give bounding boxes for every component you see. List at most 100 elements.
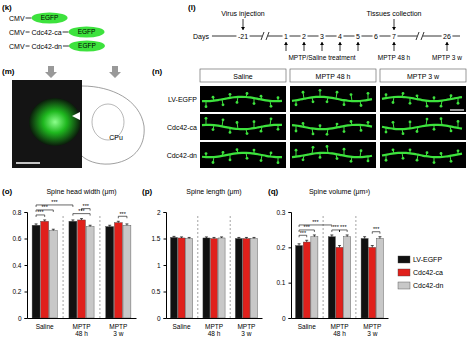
spine-head bbox=[392, 148, 395, 151]
legend-swatch bbox=[398, 269, 410, 276]
atlas-outline bbox=[82, 86, 144, 164]
bar bbox=[41, 221, 49, 318]
spine-head bbox=[253, 120, 256, 123]
insert: Cdc42-dn bbox=[32, 43, 62, 50]
plot-area bbox=[296, 235, 384, 318]
promoter: CMV bbox=[9, 29, 25, 36]
chart-0: (o)Spine head width (μm)00.20.40.60.8Sal… bbox=[2, 187, 137, 337]
day-bg bbox=[355, 32, 362, 40]
group-separator bbox=[99, 216, 100, 318]
spine-head bbox=[385, 93, 388, 96]
day: 2 bbox=[302, 33, 306, 40]
y-tick-label: 0.3 bbox=[276, 209, 285, 216]
spine-head bbox=[336, 157, 339, 160]
spine-head bbox=[326, 100, 329, 103]
spine-head bbox=[236, 121, 239, 124]
x-axis: SalineMPTP48 hMPTP3 w bbox=[28, 318, 137, 337]
spine-head bbox=[319, 124, 322, 127]
day-bg bbox=[319, 32, 326, 40]
spine-head bbox=[270, 117, 273, 120]
error-cap bbox=[378, 236, 381, 237]
error-cap bbox=[180, 236, 183, 237]
micrograph bbox=[290, 86, 376, 112]
spine-head bbox=[222, 118, 225, 121]
spine-head bbox=[246, 92, 249, 95]
x-tick-label: Saline bbox=[36, 323, 54, 330]
y-axis: 00.20.40.60.8 bbox=[12, 209, 27, 322]
error-bar bbox=[364, 237, 365, 239]
error-cap bbox=[237, 237, 240, 238]
legend: LV-EGFPCdc42-caCdc42-dn bbox=[398, 256, 443, 289]
injection-site bbox=[29, 98, 81, 146]
row-label: Cdc42-dn bbox=[167, 152, 197, 159]
spine-head bbox=[426, 118, 429, 121]
error-cap bbox=[338, 245, 341, 246]
spine-head bbox=[409, 121, 412, 124]
significance-label: *** bbox=[332, 224, 339, 230]
connector bbox=[63, 46, 69, 47]
column-header-box bbox=[290, 69, 376, 82]
bar bbox=[303, 242, 310, 318]
error-cap bbox=[213, 237, 216, 238]
spine-head bbox=[260, 130, 263, 133]
bar bbox=[114, 223, 122, 318]
day-bg bbox=[337, 32, 344, 40]
spine-head bbox=[253, 149, 256, 152]
days-label: Days bbox=[193, 33, 209, 41]
event-label: MPTP 3 w bbox=[432, 54, 462, 61]
error-cap bbox=[35, 223, 38, 224]
day: 3 bbox=[320, 33, 324, 40]
break-mark bbox=[266, 32, 269, 40]
arrowhead bbox=[109, 66, 121, 78]
day: 1 bbox=[284, 33, 288, 40]
bar bbox=[243, 239, 250, 319]
spine-head bbox=[302, 91, 305, 94]
x-tick-label: MPTP48 h bbox=[205, 323, 223, 337]
x-tick: Saline bbox=[298, 318, 316, 330]
reporter: EGFP bbox=[78, 42, 96, 49]
event-arrow-head bbox=[392, 42, 396, 45]
day-bg bbox=[373, 32, 380, 40]
spine-head bbox=[312, 100, 315, 103]
panel-label: (p) bbox=[142, 187, 153, 196]
error-bar bbox=[72, 220, 73, 221]
error-bar bbox=[254, 237, 255, 238]
spine-head bbox=[205, 117, 208, 120]
day: 5 bbox=[356, 33, 360, 40]
day-bg bbox=[442, 32, 453, 40]
break-gap bbox=[262, 32, 268, 40]
y-tick: 0.4 bbox=[12, 262, 27, 269]
x-tick-label: MPTP3 w bbox=[109, 323, 127, 337]
spine-head bbox=[236, 148, 239, 151]
micrograph bbox=[200, 114, 286, 140]
spine-head bbox=[367, 159, 370, 162]
spine-head bbox=[343, 130, 346, 133]
spine-head bbox=[319, 89, 322, 92]
micrograph bbox=[290, 114, 376, 140]
pointer bbox=[72, 112, 80, 120]
y-tick-label: 0.1 bbox=[276, 279, 285, 286]
spine-head bbox=[450, 130, 453, 133]
error-cap bbox=[125, 223, 128, 224]
y-tick-mark bbox=[289, 283, 292, 284]
y-tick-label: 0.5 bbox=[151, 288, 160, 295]
y-tick-mark bbox=[289, 212, 292, 213]
error-bar bbox=[238, 237, 239, 238]
x-axis-line bbox=[28, 318, 137, 319]
reporter-shape bbox=[69, 27, 105, 38]
group-separator bbox=[355, 216, 356, 318]
error-bar bbox=[221, 237, 222, 238]
column-header: Saline bbox=[233, 73, 253, 80]
row-label: Cdc42-ca bbox=[167, 124, 197, 131]
spine-head bbox=[450, 94, 453, 97]
panel-k: (k)CMVEGFPCMVCdc42-caEGFPCMVCdc42-dnEGFP bbox=[2, 3, 105, 52]
day: -21 bbox=[238, 33, 248, 40]
error-bar bbox=[314, 235, 315, 237]
error-cap bbox=[253, 237, 256, 238]
spine-head bbox=[222, 151, 225, 154]
column-header: MPTP 48 h bbox=[316, 73, 351, 80]
spine-head bbox=[433, 128, 436, 131]
panel-label: (o) bbox=[2, 187, 13, 196]
error-bar bbox=[81, 219, 82, 220]
promoter: CMV bbox=[9, 43, 25, 50]
